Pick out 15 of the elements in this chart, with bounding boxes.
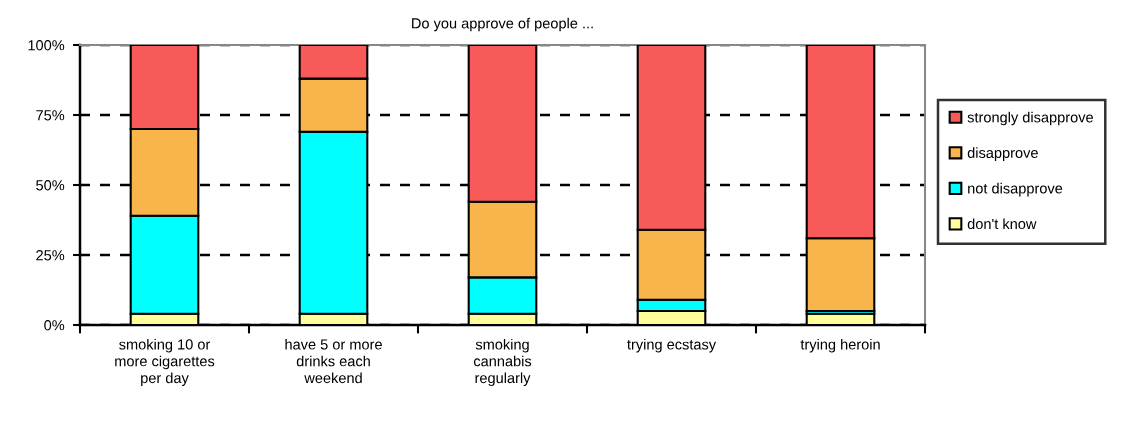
chart-title: Do you approve of people ... (412, 17, 593, 32)
y-tick-label: 25% (36, 250, 65, 261)
x-tick-label: trying ecstasy (627, 338, 717, 353)
legend-label: disapprove (967, 147, 1038, 161)
x-tick-label: smoking 10 or more cigarettes per day (115, 338, 215, 387)
x-tick-label: have 5 or more drinks each weekend (285, 338, 382, 384)
x-tick-label: smoking cannabis regularly (473, 338, 532, 387)
y-tick-label: 50% (36, 180, 65, 191)
y-tick-label: 75% (36, 110, 65, 121)
legend-label: not disapprove (968, 182, 1063, 197)
x-tick-label: trying heroin (800, 338, 880, 353)
y-tick-label: 100% (28, 40, 65, 51)
legend-label: don't know (967, 218, 1037, 230)
y-tick-label: 0% (44, 320, 65, 331)
legend-label: strongly disapprove (967, 111, 1093, 126)
